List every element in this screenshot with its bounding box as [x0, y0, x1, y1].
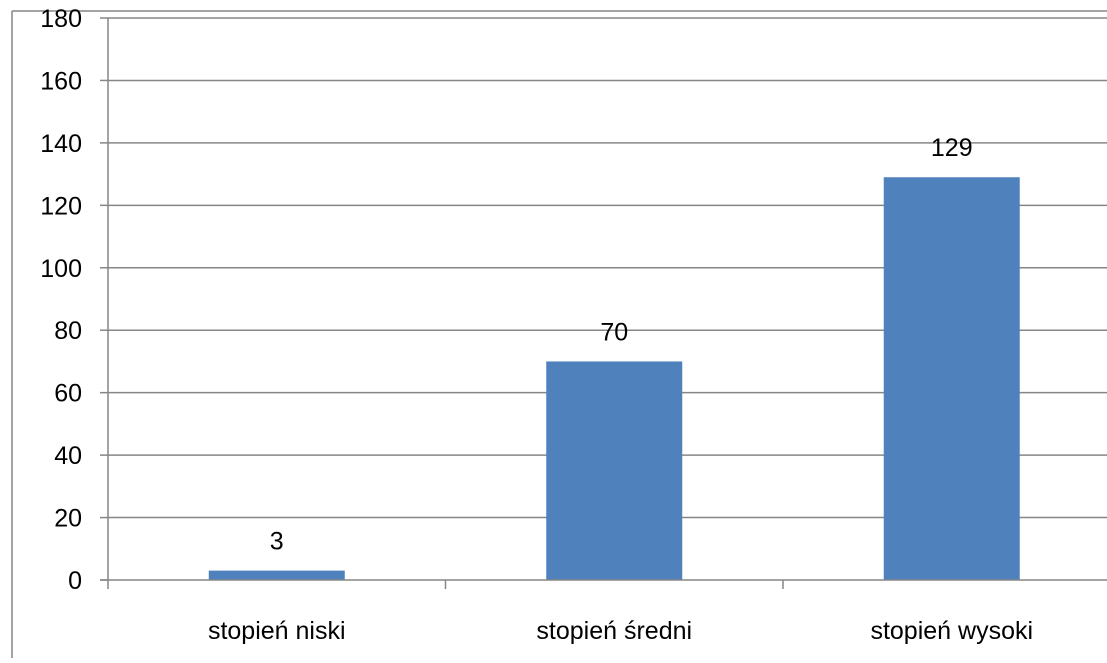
y-tick-label: 100 — [40, 255, 82, 283]
data-label: 3 — [270, 528, 284, 556]
y-tick-label: 120 — [40, 192, 82, 220]
bar-3 — [883, 177, 1020, 580]
y-tick-labels: 0 20 40 60 80 100 120 140 160 180 — [40, 5, 82, 595]
data-labels: 3 70 129 — [270, 134, 973, 555]
y-tick-label: 60 — [54, 380, 82, 408]
bar-2 — [546, 361, 683, 580]
gridlines — [108, 17, 1107, 519]
data-label: 70 — [600, 318, 628, 346]
axes — [11, 10, 1107, 658]
y-tick-label: 80 — [54, 317, 82, 345]
y-tick-label: 140 — [40, 130, 82, 158]
x-tick-label: stopień średni — [536, 617, 692, 645]
x-tick-labels: stopień niski stopień średni stopień wysok… — [208, 617, 1033, 645]
data-label: 129 — [931, 134, 973, 162]
y-tick-label: 20 — [54, 505, 82, 533]
x-tick-label: stopień niski — [208, 617, 346, 645]
x-tick-label: stopień wysoki — [870, 617, 1033, 645]
y-tick-label: 180 — [40, 5, 82, 33]
y-tick-label: 0 — [68, 567, 82, 595]
bar-1 — [208, 570, 345, 580]
y-tick-label: 40 — [54, 442, 82, 470]
y-tick-label: 160 — [40, 67, 82, 95]
bars — [208, 177, 1020, 580]
